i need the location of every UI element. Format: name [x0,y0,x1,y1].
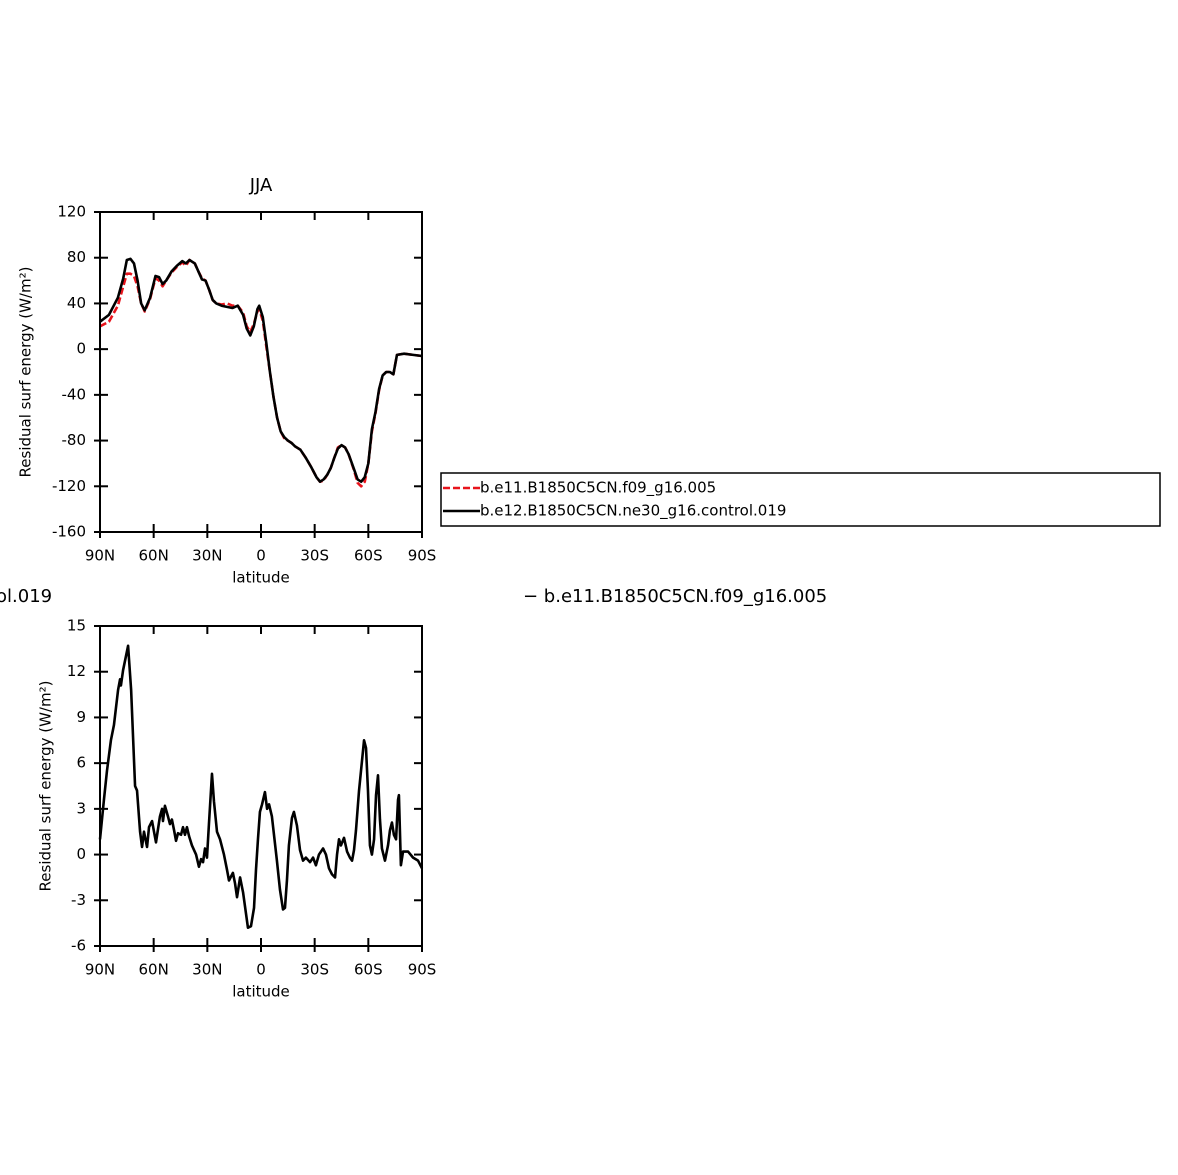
y-tick-label: 9 [76,708,86,726]
y-tick-label: -40 [62,385,87,403]
legend-label: b.e12.B1850C5CN.ne30_g16.control.019 [480,502,786,521]
x-tick-label: 90S [408,547,437,565]
y-tick-label: 3 [76,799,86,817]
y-tick-label: -160 [52,523,86,541]
y-tick-label: 120 [57,203,86,221]
x-tick-label: 30N [192,961,222,979]
legend-label: b.e11.B1850C5CN.f09_g16.005 [480,479,716,498]
data-line [99,257,423,484]
y-tick-label: -6 [71,937,86,955]
x-axis-label: latitude [232,983,290,1001]
y-axis-label: Residual surf energy (W/m²) [37,681,55,892]
x-tick-label: 30N [192,547,222,565]
x-tick-label: 30S [300,961,329,979]
y-tick-label: -80 [62,431,87,449]
y-tick-label: 80 [67,248,86,266]
x-tick-label: 90N [85,961,115,979]
y-tick-label: -3 [71,891,86,909]
y-tick-label: 15 [67,617,86,635]
y-tick-label: 12 [67,662,86,680]
data-line [99,258,423,488]
x-tick-label: 60N [139,547,169,565]
y-tick-label: 40 [67,294,86,312]
plot-frame [99,625,423,947]
legend-box [440,472,1161,527]
y-tick-label: 6 [76,754,86,772]
plot-frame [99,211,423,533]
x-tick-label: 0 [256,961,266,979]
y-tick-label: 0 [76,340,86,358]
x-tick-label: 60N [139,961,169,979]
x-tick-label: 0 [256,547,266,565]
y-axis-label: Residual surf energy (W/m²) [17,267,35,478]
y-tick-label: 0 [76,845,86,863]
x-tick-label: 30S [300,547,329,565]
y-tick-label: -120 [52,477,86,495]
x-tick-label: 60S [354,547,383,565]
chart-title-part: ol.019 [0,586,52,607]
x-tick-label: 90N [85,547,115,565]
chart-title-part: − b.e11.B1850C5CN.f09_g16.005 [523,586,827,607]
data-line [98,644,424,930]
x-axis-label: latitude [232,569,290,587]
x-tick-label: 90S [408,961,437,979]
chart-title: JJA [249,175,273,196]
x-tick-label: 60S [354,961,383,979]
